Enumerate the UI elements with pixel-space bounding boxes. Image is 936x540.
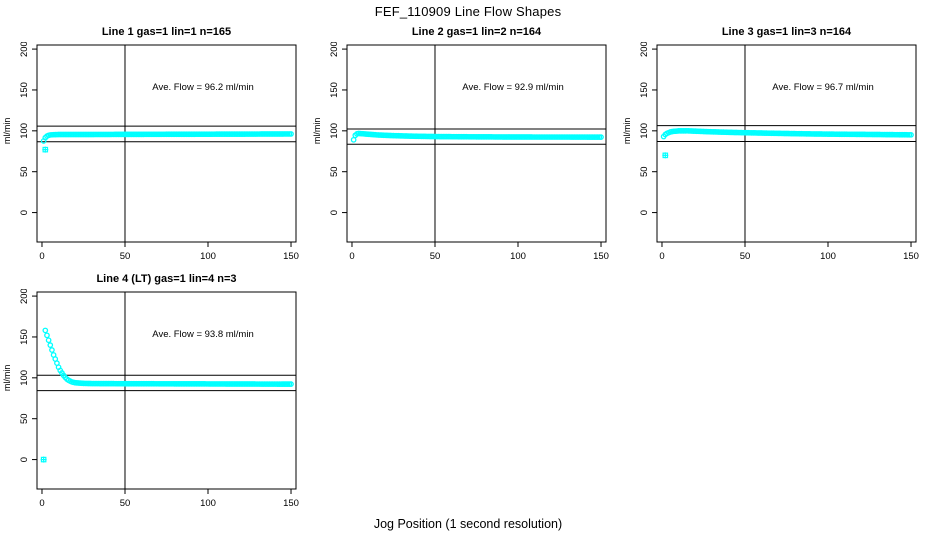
data-point xyxy=(47,342,54,348)
y-axis-label: ml/min xyxy=(622,118,632,144)
panel-title: Line 4 (LT) gas=1 lin=4 n=3 xyxy=(96,273,237,285)
data-series xyxy=(660,127,914,140)
data-series xyxy=(350,130,604,143)
y-tick-label: 50 xyxy=(639,166,650,177)
x-tick-label: 0 xyxy=(39,251,44,262)
scatter-plot-line-2: 0 50 100 150 0 50 100 150 200 ml/min Ave. Flow = 9… xyxy=(312,42,609,262)
ave-flow-annotation: Ave. Flow = 96.7 ml/min xyxy=(772,82,873,93)
lone-data-point xyxy=(662,152,669,159)
x-tick-label: 100 xyxy=(510,251,526,262)
data-point xyxy=(42,327,49,334)
y-axis-label: ml/min xyxy=(2,365,12,392)
data-point xyxy=(908,131,914,138)
y-tick-label: 0 xyxy=(19,457,30,462)
lone-data-point xyxy=(42,146,49,153)
x-axis-shared-label: Jog Position (1 second resolution) xyxy=(373,517,563,531)
x-tick-label: 50 xyxy=(430,251,441,262)
plot-border xyxy=(346,44,607,243)
ave-flow-annotation: Ave. Flow = 96.2 ml/min xyxy=(152,82,253,93)
x-tick-label: 100 xyxy=(820,251,836,262)
lone-data-point xyxy=(40,456,47,463)
x-tick-label: 100 xyxy=(200,498,216,509)
plot-border xyxy=(656,44,917,243)
x-tick-label: 150 xyxy=(593,251,609,262)
y-tick-label: 150 xyxy=(329,82,340,98)
panel-title: Line 3 gas=1 lin=3 n=164 xyxy=(721,26,852,38)
data-point xyxy=(288,381,294,387)
y-tick-label: 50 xyxy=(19,166,30,177)
plot-border xyxy=(36,291,297,490)
ave-flow-annotation: Ave. Flow = 92.9 ml/min xyxy=(462,82,563,93)
y-axis-label: ml/min xyxy=(312,118,322,144)
panel-line-3: Line 3 gas=1 lin=3 n=164 0 50 100 150 0 50 100… xyxy=(620,24,930,268)
x-tick-label: 0 xyxy=(39,498,44,509)
y-tick-label: 200 xyxy=(19,289,30,304)
y-tick-label: 50 xyxy=(329,166,340,177)
x-tick-label: 0 xyxy=(349,251,354,262)
data-point xyxy=(49,347,55,353)
data-series xyxy=(42,327,294,387)
x-tick-label: 50 xyxy=(740,251,751,262)
y-tick-label: 150 xyxy=(639,82,650,98)
y-tick-label: 200 xyxy=(19,42,30,57)
panel-title: Line 2 gas=1 lin=2 n=164 xyxy=(411,26,542,38)
y-tick-label: 0 xyxy=(19,210,30,215)
y-tick-label: 0 xyxy=(639,210,650,215)
y-tick-label: 100 xyxy=(329,123,340,139)
x-tick-label: 150 xyxy=(903,251,919,262)
data-point xyxy=(45,337,52,344)
plot-border xyxy=(36,44,297,243)
y-tick-label: 150 xyxy=(19,329,30,345)
y-tick-label: 100 xyxy=(19,370,30,386)
y-tick-label: 200 xyxy=(329,42,340,57)
data-point xyxy=(598,134,604,140)
y-tick-label: 50 xyxy=(19,413,30,424)
y-tick-label: 100 xyxy=(639,123,650,139)
data-series xyxy=(40,131,294,144)
scatter-plot-line-3: 0 50 100 150 0 50 100 150 200 ml/min Ave. Flow = 9… xyxy=(622,42,919,262)
y-tick-label: 150 xyxy=(19,82,30,98)
y-tick-label: 200 xyxy=(639,42,650,57)
y-tick-label: 100 xyxy=(19,123,30,139)
x-tick-label: 150 xyxy=(283,251,299,262)
ave-flow-annotation: Ave. Flow = 93.8 ml/min xyxy=(152,329,253,340)
y-tick-label: 0 xyxy=(329,210,340,215)
x-tick-label: 0 xyxy=(659,251,664,262)
scatter-plot-line-1: 0 50 100 150 0 50 100 150 200 ml/min Ave. Flow = 9… xyxy=(2,42,299,262)
panel-title: Line 1 gas=1 lin=1 n=165 xyxy=(101,26,232,38)
panel-line-4: Line 4 (LT) gas=1 lin=4 n=3 0 50 100 150 0 50… xyxy=(0,271,310,515)
y-axis-label: ml/min xyxy=(2,118,12,144)
scatter-plot-line-4: 0 50 100 150 0 50 100 150 200 ml/min Ave. Flow = 9… xyxy=(2,289,299,509)
data-point xyxy=(288,131,294,137)
panel-line-1: Line 1 gas=1 lin=1 n=165 0 50 100 150 0 50 100… xyxy=(0,24,310,268)
x-tick-label: 50 xyxy=(120,498,131,509)
data-point xyxy=(350,136,357,143)
x-tick-label: 50 xyxy=(120,251,131,262)
x-tick-label: 100 xyxy=(200,251,216,262)
figure-title: FEF_110909 Line Flow Shapes xyxy=(374,4,562,19)
data-point xyxy=(44,332,50,339)
panel-line-2: Line 2 gas=1 lin=2 n=164 0 50 100 150 0 50 100… xyxy=(310,24,620,268)
x-tick-label: 150 xyxy=(283,498,299,509)
